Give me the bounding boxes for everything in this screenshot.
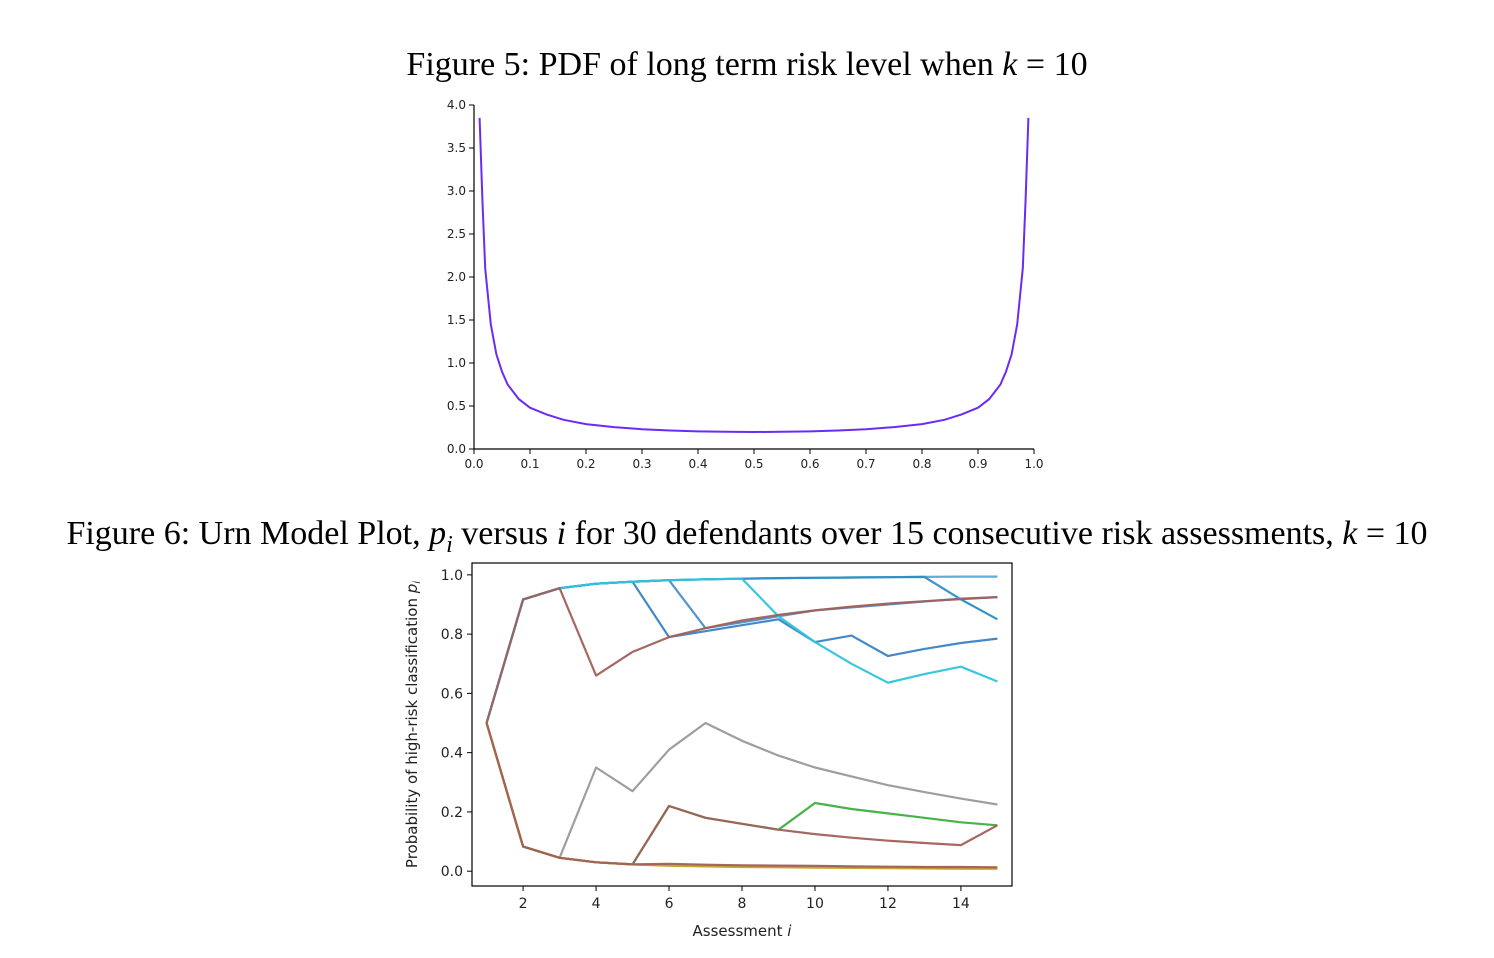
y-tick-label: 0.0 <box>447 442 466 456</box>
y-tick-label: 0.8 <box>441 627 463 643</box>
y-tick-label: 2.5 <box>447 227 466 241</box>
y-axis-label-variable: p <box>403 584 421 595</box>
x-tick-label: 8 <box>738 896 747 912</box>
x-tick-label: 0.5 <box>744 457 763 471</box>
x-tick-label: 0.0 <box>464 457 483 471</box>
caption-text: Figure 6: Urn Model Plot, <box>66 515 430 552</box>
x-tick-label: 0.3 <box>632 457 651 471</box>
caption-text: = 10 <box>1017 46 1088 83</box>
x-tick-label: 0.7 <box>856 457 875 471</box>
caption-variable-k: k <box>1002 46 1018 83</box>
x-tick-label: 12 <box>879 896 897 912</box>
x-axis-label: Assessment i <box>693 922 793 940</box>
urn-series-line <box>485 721 998 859</box>
x-tick-label: 0.1 <box>520 457 539 471</box>
pdf-series-line <box>478 117 1030 434</box>
x-tick-label: 0.2 <box>576 457 595 471</box>
x-axis-label-variable: i <box>787 922 792 940</box>
y-tick-label: 2.0 <box>447 270 466 284</box>
caption-variable-i: i <box>556 515 567 552</box>
caption-variable-p: p <box>429 515 447 552</box>
x-tick-label: 1.0 <box>1024 457 1043 471</box>
x-tick-label: 4 <box>592 896 601 912</box>
figure-6-caption: Figure 6: Urn Model Plot, pi versus i fo… <box>0 515 1494 560</box>
caption-text: for 30 defendants over 15 consecutive ri… <box>566 515 1343 552</box>
x-tick-label: 0.9 <box>968 457 987 471</box>
figure-5-caption: Figure 5: PDF of long term risk level wh… <box>0 46 1494 84</box>
caption-text: = 10 <box>1357 515 1428 552</box>
plot-frame <box>471 562 1013 887</box>
y-tick-label: 0.4 <box>441 746 463 762</box>
y-tick-label: 0.5 <box>447 399 466 413</box>
caption-variable-k: k <box>1342 515 1358 552</box>
caption-text: versus <box>452 515 557 552</box>
urn-series-line <box>485 722 998 866</box>
x-tick-label: 0.6 <box>800 457 819 471</box>
y-tick-label: 4.0 <box>447 98 466 112</box>
y-tick-label: 3.5 <box>447 141 466 155</box>
y-tick-label: 1.0 <box>441 568 463 584</box>
caption-text: Figure 5: PDF of long term risk level wh… <box>406 46 1003 83</box>
y-tick-label: 3.0 <box>447 184 466 198</box>
y-tick-label: 1.5 <box>447 313 466 327</box>
x-tick-label: 2 <box>519 896 528 912</box>
y-tick-label: 0.2 <box>441 805 463 821</box>
x-axis-label-text: Assessment <box>693 922 788 940</box>
y-tick-label: 1.0 <box>447 356 466 370</box>
x-tick-label: 6 <box>665 896 674 912</box>
y-tick-label: 0.0 <box>441 864 463 880</box>
x-tick-label: 0.8 <box>912 457 931 471</box>
y-axis-label-text: Probability of high-risk classification <box>403 593 421 868</box>
x-tick-label: 14 <box>952 896 970 912</box>
x-tick-label: 0.4 <box>688 457 707 471</box>
urn-series-line <box>485 587 998 724</box>
urn-series-line <box>485 722 998 869</box>
y-axis-label: Probability of high-risk classification … <box>403 581 423 868</box>
y-tick-label: 0.6 <box>441 686 463 702</box>
caption-subscript-i: i <box>446 531 453 558</box>
x-tick-label: 10 <box>806 896 824 912</box>
y-axis-label-subscript: i <box>412 581 423 584</box>
urn-series-line <box>485 577 998 724</box>
